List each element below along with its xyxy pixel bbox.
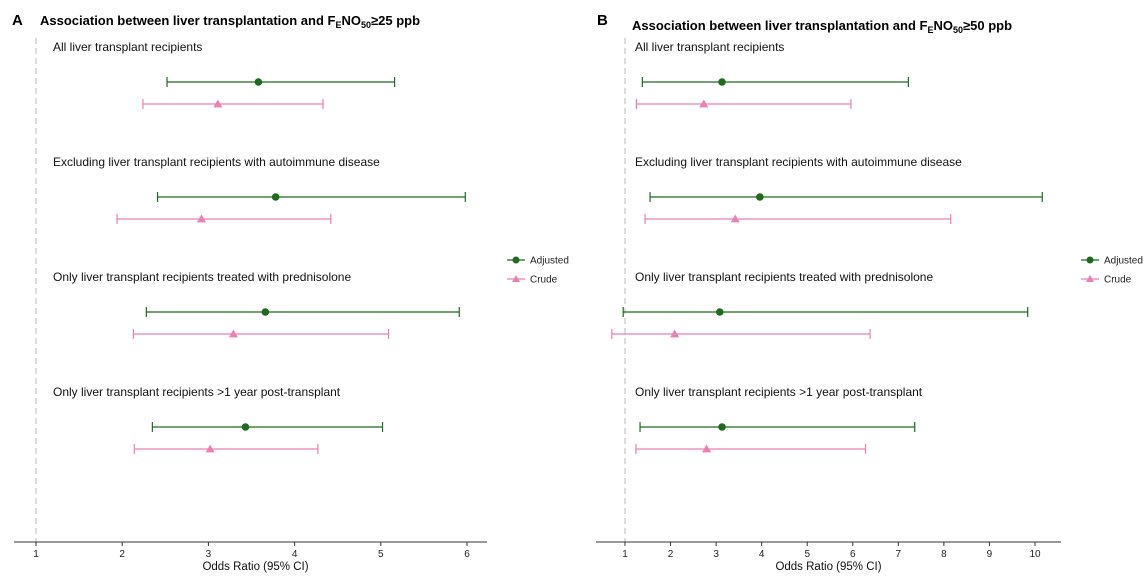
panel-a-legend-crude-label: Crude [530,275,558,286]
panel-b-title-title-suffix: ≥50 ppb [963,18,1012,33]
panel-a-tick-label-2: 2 [119,549,125,560]
panel-a-tick-label-6: 6 [464,549,470,560]
panel-a-group-label-1: All liver transplant recipients [53,40,202,54]
panel-a-crude-point-1 [213,99,223,108]
panel-b-title-title-sub2: 50 [953,25,963,35]
panel-b-crude-point-4 [702,444,712,453]
panel-b-adjusted-point-3 [715,308,724,316]
panel-a-legend-crude-marker [512,275,520,282]
panel-a-title-title-mid: NO [341,13,361,28]
panel-b-adjusted-point-2 [756,193,764,201]
panel-a-x-axis-title: Odds Ratio (95% CI) [202,561,308,573]
panel-a-legend: Adjusted Crude [507,256,569,286]
panel-a-adjusted-point-2 [271,193,280,201]
panel-b-title-title-sub1: E [927,25,933,35]
panel-a-group-label-2: Excluding liver transplant recipients wi… [53,155,380,169]
panel-b-group-label-3: Only liver transplant recipients treated… [635,270,933,284]
panel-a-title: Association between liver transplantatio… [40,13,420,30]
panel-a: A Association between liver transplantati… [12,12,569,573]
panel-b-tick-label-7: 7 [896,549,902,560]
panel-a-title-title-prefix: Association between liver transplantatio… [40,13,336,28]
panel-b-title: Association between liver transplantatio… [632,18,1012,35]
panel-a-tick-label-3: 3 [206,549,212,560]
panel-b-adjusted-point-1 [718,78,726,86]
panel-b-group-label-4: Only liver transplant recipients >1 year… [635,385,923,399]
panel-a-tick-label-1: 1 [33,549,39,560]
panel-b-crude-point-1 [699,99,709,108]
panel-b: B Association between liver transplantati… [596,12,1143,573]
panel-a-tick-label-4: 4 [292,549,298,560]
panel-a-title-title-sub2: 50 [361,20,371,30]
panel-b-tick-label-9: 9 [987,549,993,560]
panel-a-legend-adjusted-label: Adjusted [530,256,569,267]
panel-a-letter: A [12,12,23,29]
panel-b-title-title-mid: NO [933,18,953,33]
panel-b-x-axis-title: Odds Ratio (95% CI) [775,561,881,573]
panel-a-group-label-3: Only liver transplant recipients treated… [53,270,351,284]
panel-b-tick-label-1: 1 [622,549,628,560]
panel-b-legend-crude-label: Crude [1104,275,1132,286]
panel-b-letter: B [597,12,608,29]
panel-b-tick-label-8: 8 [941,549,947,560]
panel-a-adjusted-point-1 [254,78,263,86]
panel-b-legend-adjusted-label: Adjusted [1104,256,1143,267]
panel-b-tick-label-6: 6 [850,549,856,560]
panel-a-crude-point-2 [197,214,207,223]
panel-b-tick-label-3: 3 [713,549,719,560]
panel-a-title-title-suffix: ≥25 ppb [371,13,420,28]
panel-b-legend: Adjusted Crude [1081,256,1143,286]
panel-b-adjusted-point-4 [718,423,726,431]
panel-b-crude-point-3 [670,329,680,338]
panel-a-legend-adjusted-marker [512,256,520,264]
panel-b-tick-label-4: 4 [759,549,765,560]
panel-b-group-label-1: All liver transplant recipients [635,40,784,54]
panel-b-crude-point-2 [730,214,740,223]
panel-b-group-label-2: Excluding liver transplant recipients wi… [635,155,962,169]
panel-a-title-title-sub1: E [335,20,341,30]
panel-b-legend-adjusted-marker [1086,256,1094,264]
panel-a-adjusted-point-4 [241,423,250,431]
panel-a-group-label-4: Only liver transplant recipients >1 year… [53,385,341,399]
panel-a-tick-label-5: 5 [378,549,384,560]
panel-a-crude-point-3 [228,329,238,338]
panel-b-tick-label-5: 5 [804,549,810,560]
panel-b-legend-crude-marker [1086,275,1094,282]
panel-b-title-title-prefix: Association between liver transplantatio… [632,18,928,33]
panel-b-tick-label-2: 2 [668,549,674,560]
panel-a-crude-point-4 [205,444,215,453]
panel-a-adjusted-point-3 [261,308,270,316]
panel-b-tick-label-10: 10 [1029,549,1041,560]
